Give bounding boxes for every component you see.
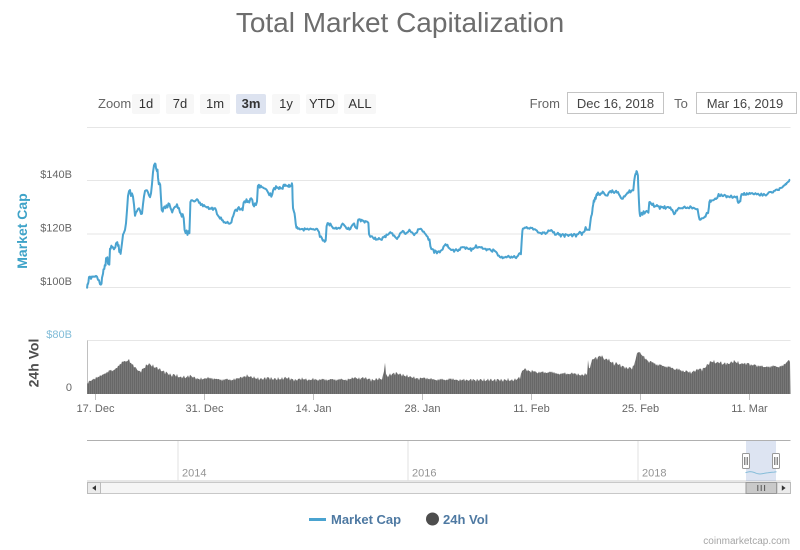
svg-text:2018: 2018 [642,468,666,480]
svg-text:31. Dec: 31. Dec [186,403,224,415]
svg-text:28. Jan: 28. Jan [404,403,440,415]
svg-text:YTD: YTD [309,96,335,111]
svg-text:$120B: $120B [40,223,72,235]
svg-text:coinmarketcap.com: coinmarketcap.com [703,536,790,547]
svg-text:Mar 16, 2019: Mar 16, 2019 [707,96,784,111]
svg-text:0: 0 [66,382,72,394]
svg-text:Zoom: Zoom [98,96,131,111]
svg-text:2014: 2014 [182,468,206,480]
svg-text:11. Mar: 11. Mar [731,403,768,415]
svg-text:ALL: ALL [348,96,371,111]
svg-text:11. Feb: 11. Feb [513,403,550,415]
svg-text:Market Cap: Market Cap [331,512,401,527]
svg-text:7d: 7d [173,96,187,111]
svg-text:From: From [530,96,560,111]
svg-text:25. Feb: 25. Feb [622,403,659,415]
svg-text:24h Vol: 24h Vol [26,339,42,388]
svg-text:1y: 1y [279,96,293,111]
svg-text:Total Market Capitalization: Total Market Capitalization [236,7,564,38]
svg-text:$140B: $140B [40,169,72,181]
svg-text:Dec 16, 2018: Dec 16, 2018 [577,96,654,111]
svg-text:2016: 2016 [412,468,436,480]
svg-text:14. Jan: 14. Jan [295,403,331,415]
svg-text:24h Vol: 24h Vol [443,512,488,527]
svg-text:3m: 3m [242,96,261,111]
svg-text:$100B: $100B [40,276,72,288]
svg-text:To: To [674,96,688,111]
svg-text:1m: 1m [206,96,224,111]
svg-text:$80B: $80B [46,329,72,341]
svg-text:17. Dec: 17. Dec [77,403,115,415]
svg-text:1d: 1d [139,96,153,111]
svg-text:Market Cap: Market Cap [14,193,30,268]
